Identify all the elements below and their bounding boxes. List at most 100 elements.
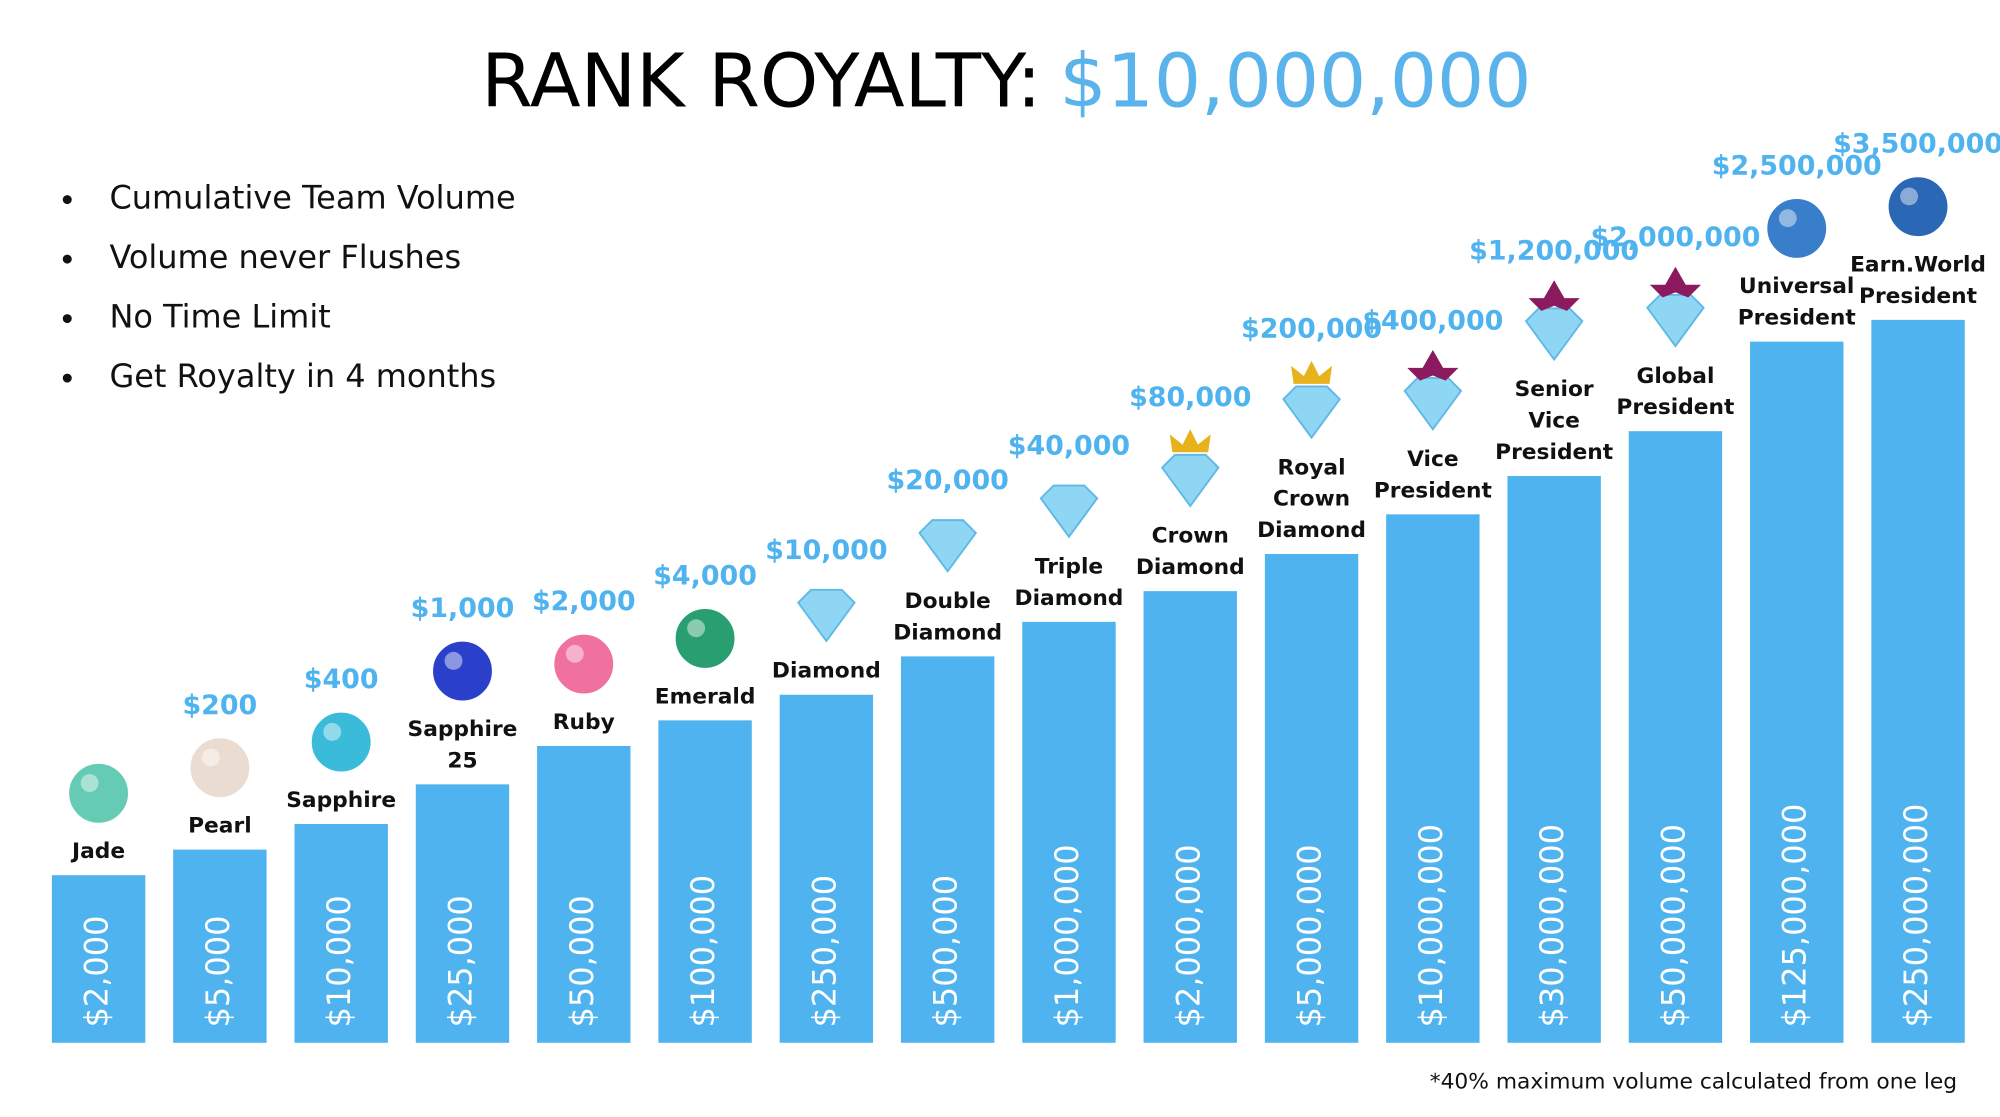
bar [1750,341,1844,1043]
rank-icon [673,606,738,671]
volume-label: $10,000,000 [1412,824,1450,1027]
rank-name: Emerald [655,684,756,709]
rank-icon [1886,174,1951,239]
royalty-label: $80,000 [1129,382,1251,413]
rank-name: President [1859,284,1977,309]
bar [173,849,267,1043]
rank-name: Sapphire [408,717,518,742]
royalty-label: $10,000 [765,535,887,566]
rank-icon [796,588,856,643]
royalty-label: $20,000 [886,465,1008,496]
rank-icon-crown [1291,360,1333,384]
rank-icon [1764,196,1829,261]
rank-icon [1524,307,1584,362]
bullet-text: Cumulative Team Volume [109,179,515,217]
rank-icon-crown [1169,429,1211,453]
volume-label: $10,000 [320,895,358,1027]
rank-name: Universal [1739,274,1854,299]
royalty-label: $4,000 [653,561,757,592]
bar [779,694,874,1043]
rank-name: Diamond [1015,586,1124,611]
rank-name: President [1374,478,1492,503]
bar [1022,621,1116,1043]
rank-icon-shine [80,774,99,793]
bar [1264,554,1359,1043]
rank-icon [430,639,495,704]
volume-label: $50,000,000 [1654,824,1692,1027]
rank-icon [1160,453,1220,508]
rank-icon-star [1528,280,1580,311]
volume-label: $125,000,000 [1776,804,1814,1028]
bar [294,823,388,1043]
bullet-dot [62,254,72,264]
rank-icon [1039,484,1099,539]
bullet-text: Volume never Flushes [109,238,461,276]
rank-icon-shine [323,722,342,741]
rank-name: President [1616,395,1734,420]
volume-label: $250,000,000 [1897,804,1935,1028]
rank-name: President [1738,306,1856,331]
volume-label: $500,000 [927,875,965,1028]
rank-name: Senior [1515,377,1594,402]
royalty-label: $1,200,000 [1469,236,1639,267]
rank-name: Diamond [1257,518,1366,543]
royalty-label: $1,000 [411,593,515,624]
rank-name: Global [1636,364,1714,389]
bar [1871,319,1965,1043]
rank-icon [918,519,978,573]
rank-icon-shine [1900,187,1919,206]
royalty-label: $2,000,000 [1590,222,1760,253]
volume-label: $25,000 [441,895,479,1027]
rank-name: Diamond [1136,555,1245,580]
royalty-label: $200,000 [1241,314,1382,345]
rank-icon-shine [201,748,220,767]
rank-name: Pearl [188,814,252,839]
rank-icon [187,735,252,800]
rank-icon-shine [1778,209,1797,228]
rank-name: Vice [1407,447,1459,472]
royalty-label: $2,500,000 [1712,150,1882,181]
bar [1507,475,1601,1043]
volume-label: $250,000 [805,875,843,1028]
bullet-dot [62,195,72,205]
rank-icon-shine [565,644,584,663]
rank-icon-star [1649,266,1702,298]
rank-name: Ruby [553,710,615,735]
rank-name: Earn.World [1850,252,1986,277]
rank-icon-shine [687,619,706,638]
royalty-label: $200 [183,690,258,721]
bar [1628,431,1723,1043]
title-main: RANK ROYALTY: [481,37,1041,124]
volume-label: $1,000,000 [1048,844,1086,1027]
royalty-label: $40,000 [1008,431,1130,462]
volume-label: $5,000,000 [1291,844,1329,1027]
volume-label: $30,000,000 [1533,824,1571,1027]
rank-icon [1282,385,1341,440]
title-amount: $10,000,000 [1059,37,1531,124]
rank-name: Triple [1035,554,1103,579]
rank-name: Sapphire [286,788,396,813]
bar [1143,591,1237,1043]
title: RANK ROYALTY: $10,000,000 [481,37,1531,124]
bar [1386,514,1480,1043]
volume-label: $50,000 [563,895,601,1027]
bar [900,656,995,1043]
rank-icon [66,761,131,826]
bullet-text: Get Royalty in 4 months [109,357,496,395]
rank-name: President [1495,440,1613,465]
bar [415,784,510,1043]
rank-name: Diamond [893,620,1002,645]
rank-icon [1646,293,1705,348]
volume-label: $100,000 [684,875,722,1028]
rank-name: Diamond [772,659,881,684]
bar [537,745,631,1043]
bullet-dot [62,314,72,324]
royalty-label: $400 [304,664,379,695]
rank-icon [309,710,374,775]
rank-icon-shine [444,651,463,670]
volume-label: $5,000 [199,916,237,1028]
bar [658,720,752,1043]
rank-name: Crown [1152,524,1229,549]
